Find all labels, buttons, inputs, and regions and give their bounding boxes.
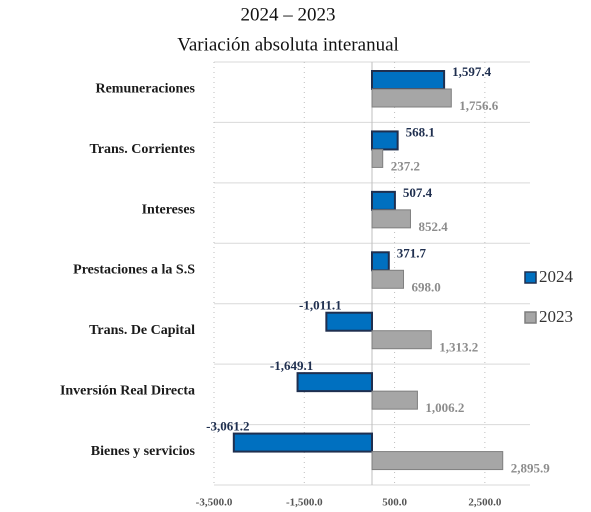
value-label: 371.7 — [397, 245, 427, 260]
value-label: -1,011.1 — [299, 298, 342, 313]
value-label: 568.1 — [406, 124, 435, 139]
bar — [371, 451, 504, 471]
value-label: 507.4 — [403, 185, 433, 200]
bar — [325, 311, 373, 332]
chart-title: 2024 – 2023 — [241, 4, 336, 25]
value-label: 852.4 — [418, 219, 448, 234]
bar — [371, 130, 399, 151]
y-tick-label: Remuneraciones — [95, 81, 195, 96]
bar — [371, 148, 384, 168]
value-label: 1,006.2 — [425, 400, 464, 415]
value-label: 1,597.4 — [452, 64, 492, 79]
y-tick-label: Prestaciones a la S.S — [73, 263, 195, 278]
y-tick-label: Trans. De Capital — [89, 323, 195, 338]
bar — [371, 269, 405, 289]
bar — [371, 190, 396, 211]
y-tick-label: Inversión Real Directa — [60, 384, 195, 399]
x-tick-label: 2,500.0 — [468, 497, 502, 509]
x-tick-label: -1,500.0 — [286, 497, 323, 509]
value-label: 2,895.9 — [511, 461, 551, 476]
legend-swatch — [524, 271, 537, 284]
chart-subtitle: Variación absoluta interanual — [177, 34, 399, 55]
bar — [296, 372, 373, 393]
bar — [232, 432, 373, 453]
y-tick-label: Intereses — [142, 202, 196, 217]
legend-swatch — [524, 311, 537, 324]
x-tick-label: -3,500.0 — [196, 497, 233, 509]
value-label: 237.2 — [391, 158, 420, 173]
bar — [371, 209, 411, 229]
legend-label: 2023 — [539, 307, 573, 326]
y-tick-label: Trans. Corrientes — [90, 142, 196, 157]
value-label: 1,313.2 — [439, 340, 478, 355]
value-label: -3,061.2 — [206, 419, 249, 434]
bar — [371, 251, 390, 272]
bar — [371, 330, 432, 350]
y-tick-label: Bienes y servicios — [91, 444, 196, 459]
bar — [371, 88, 452, 108]
value-label: 698.0 — [412, 279, 441, 294]
bar — [371, 70, 446, 90]
value-label: 1,756.6 — [459, 98, 499, 113]
bar — [371, 390, 418, 410]
value-label: -1,649.1 — [270, 358, 313, 373]
legend-label: 2024 — [539, 267, 574, 286]
x-tick-label: 500.0 — [382, 497, 407, 509]
